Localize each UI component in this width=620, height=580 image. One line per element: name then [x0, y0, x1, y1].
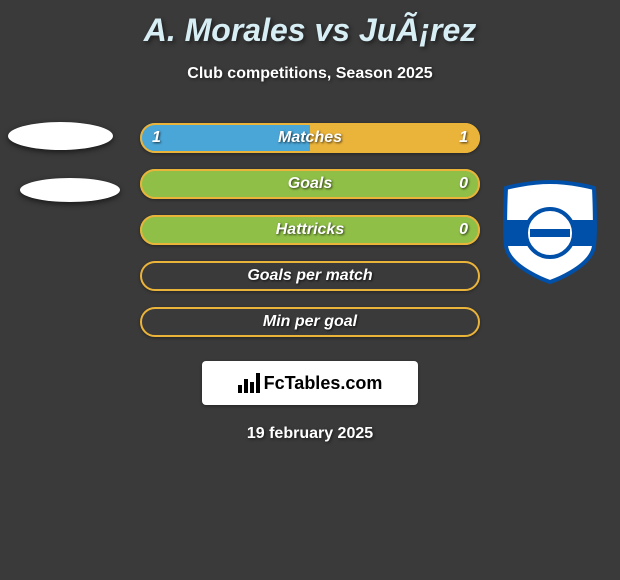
team-left-logo-placeholder-2	[20, 178, 120, 202]
stat-value-right: 1	[447, 123, 480, 153]
stat-value-right: 0	[447, 169, 480, 199]
team-left-logo-placeholder-1	[8, 122, 113, 150]
page-title: A. Morales vs JuÃ¡rez	[0, 0, 620, 49]
logo-label: FcTables.com	[264, 373, 383, 394]
stat-row-goals-per-match: Goals per match	[140, 261, 480, 291]
stat-value-right: 0	[447, 215, 480, 245]
stat-row-goals: Goals0	[140, 169, 480, 199]
fctables-logo: FcTables.com	[202, 361, 418, 405]
stat-label: Hattricks	[140, 221, 480, 239]
stat-row-matches: Matches1 1	[140, 123, 480, 153]
stat-label: Matches	[140, 129, 480, 147]
stat-row-hattricks: Hattricks0	[140, 215, 480, 245]
bars-icon	[238, 373, 260, 393]
stat-label: Min per goal	[140, 313, 480, 331]
date-label: 19 february 2025	[0, 425, 620, 443]
fctables-logo-text: FcTables.com	[238, 373, 383, 394]
stat-label: Goals per match	[140, 267, 480, 285]
subtitle: Club competitions, Season 2025	[0, 65, 620, 83]
stat-label: Goals	[140, 175, 480, 193]
stat-row-min-per-goal: Min per goal	[140, 307, 480, 337]
stat-value-left: 1	[140, 123, 173, 153]
team-right-badge	[500, 180, 600, 284]
